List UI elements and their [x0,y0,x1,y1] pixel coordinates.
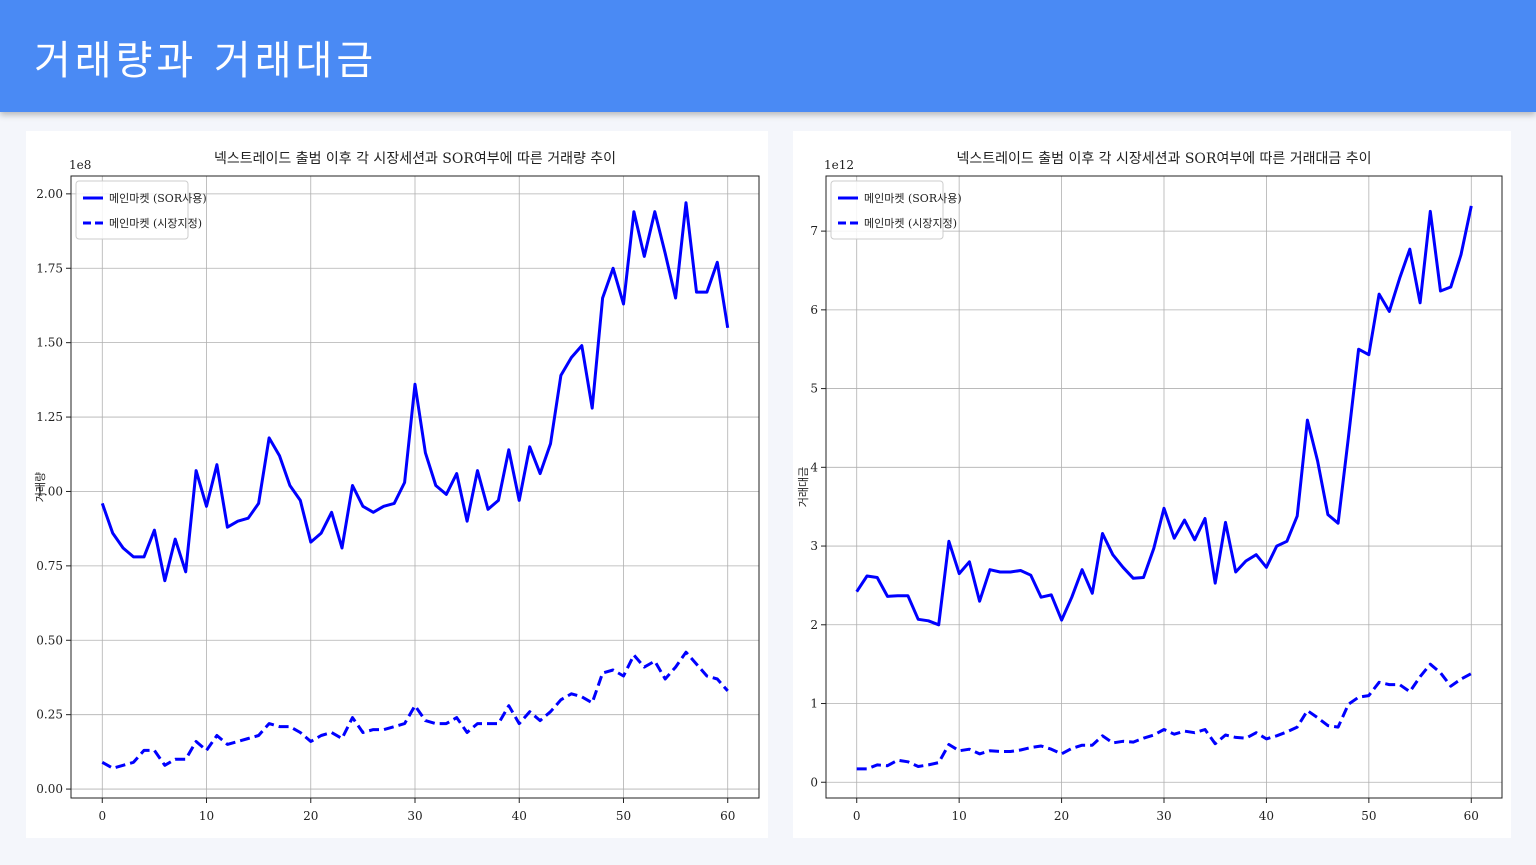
x-tick-label: 50 [616,809,631,823]
trading-value-chart: 넥스트레이드 출범 이후 각 시장세션과 SOR여부에 따른 거래대금 추이 1e… [797,151,1503,823]
y-tick-label: 1 [810,697,818,711]
y-tick-label: 4 [810,460,818,474]
x-tick-label: 10 [199,809,214,823]
chart-title: 넥스트레이드 출범 이후 각 시장세션과 SOR여부에 따른 거래량 추이 [214,151,616,167]
y-tick-label: 1.25 [36,410,63,424]
legend-label: 메인마켓 (SOR사용) [109,192,207,205]
title-banner: 거래량과 거래대금 [0,0,1536,112]
y-tick-label: 7 [810,224,818,238]
y-tick-label: 1.00 [36,484,63,498]
y-tick-label: 0.75 [36,559,63,573]
legend-box [75,180,189,240]
legend-label: 메인마켓 (시장지정) [109,217,202,230]
chart-panel-volume: 넥스트레이드 출범 이후 각 시장세션과 SOR여부에 따른 거래량 추이 1e8… [26,131,768,838]
x-tick-label: 0 [98,809,106,823]
legend-label: 메인마켓 (SOR사용) [864,192,962,205]
legend-box [830,180,944,240]
x-tick-label: 20 [1054,809,1069,823]
x-tick-label: 0 [853,809,861,823]
y-tick-label: 2.00 [36,187,63,201]
y-tick-label: 0 [810,775,818,789]
x-tick-label: 40 [512,809,527,823]
page-title: 거래량과 거래대금 [34,38,378,84]
x-tick-label: 10 [952,809,967,823]
chart-panel-trading-value: 넥스트레이드 출범 이후 각 시장세션과 SOR여부에 따른 거래대금 추이 1e… [793,131,1511,838]
y-tick-label: 0.50 [36,633,63,647]
legend: 메인마켓 (SOR사용) 메인마켓 (시장지정) [75,180,207,240]
legend: 메인마켓 (SOR사용) 메인마켓 (시장지정) [830,180,962,240]
series-line-sor [855,205,1473,627]
chart-title: 넥스트레이드 출범 이후 각 시장세션과 SOR여부에 따른 거래대금 추이 [957,151,1372,167]
x-tick-label: 30 [407,809,422,823]
plot-frame [825,175,1503,799]
volume-chart: 넥스트레이드 출범 이후 각 시장세션과 SOR여부에 따른 거래량 추이 1e8… [34,151,760,823]
y-tick-label: 1.75 [36,261,63,275]
x-tick-label: 60 [1464,809,1479,823]
y-axis-label: 거래대금 [797,467,810,507]
x-tick-label: 20 [303,809,318,823]
x-tick-label: 50 [1361,809,1376,823]
y-tick-label: 0.25 [36,708,63,722]
plot-frame [70,175,760,799]
series-line-market-designated [856,662,1473,771]
series-line-market-designated [101,650,729,770]
x-tick-label: 40 [1259,809,1274,823]
y-tick-label: 3 [810,539,818,553]
series-line-sor [100,201,730,583]
y-tick-label: 2 [810,618,818,632]
legend-label: 메인마켓 (시장지정) [864,217,957,230]
x-tick-label: 30 [1156,809,1171,823]
y-axis-label: 거래량 [34,472,47,502]
y-tick-label: 5 [810,382,818,396]
y-tick-label: 0.00 [36,782,63,796]
y-tick-label: 1.50 [36,336,63,350]
y-tick-label: 6 [810,303,818,317]
y-multiplier-label: 1e12 [824,158,854,172]
x-tick-label: 60 [720,809,735,823]
y-multiplier-label: 1e8 [69,158,91,172]
